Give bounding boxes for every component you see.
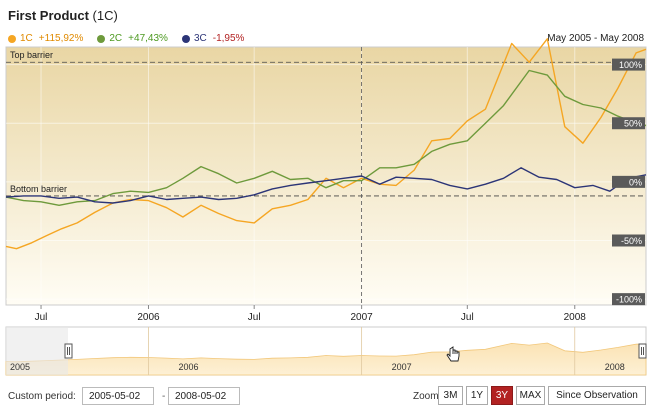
series-lines bbox=[5, 38, 647, 250]
chart-title: First Product (1C) bbox=[8, 8, 118, 23]
product-code: (1C) bbox=[92, 8, 118, 23]
x-axis-labels: Jul 2006 Jul 2007 Jul 2008 bbox=[35, 305, 587, 323]
svg-text:0%: 0% bbox=[629, 177, 642, 187]
main-chart[interactable]: Top barrier Bottom barrier 100% 50% 0% -50%… bbox=[0, 0, 654, 380]
legend-name-1c: 1C bbox=[20, 33, 33, 44]
svg-text:-100%: -100% bbox=[616, 295, 642, 305]
y-axis-labels: 100% 50% 0% -50% -100% bbox=[612, 58, 645, 306]
x-tick-label: Jul bbox=[461, 312, 474, 323]
y-tick-label: -100% bbox=[612, 293, 645, 306]
navigator-labels: 2005 2006 2007 2008 bbox=[10, 327, 625, 375]
legend-item-1c[interactable]: 1C +115,92% bbox=[8, 33, 83, 44]
svg-text:50%: 50% bbox=[624, 119, 642, 129]
zoom-3y-button[interactable]: 3Y bbox=[491, 386, 513, 405]
legend-name-2c: 2C bbox=[109, 33, 123, 44]
barriers: Top barrier Bottom barrier bbox=[6, 50, 646, 197]
zoom-label: Zoom: bbox=[413, 391, 442, 402]
legend-value-2c: +47,43% bbox=[128, 33, 168, 44]
hand-cursor-icon bbox=[446, 346, 460, 362]
svg-text:100%: 100% bbox=[619, 60, 642, 70]
x-tick-label: Jul bbox=[35, 312, 48, 323]
x-tick-label: 2006 bbox=[137, 312, 160, 323]
navigator-year-label: 2005 bbox=[10, 362, 30, 372]
zoom-1y-button[interactable]: 1Y bbox=[466, 386, 488, 405]
top-barrier-label: Top barrier bbox=[10, 50, 53, 60]
navigator-selection-shade bbox=[6, 327, 68, 375]
navigator-area bbox=[5, 342, 647, 376]
to-date-input[interactable]: 2008-05-02 bbox=[168, 387, 240, 405]
legend-value-3c: -1,95% bbox=[212, 33, 245, 44]
navigator[interactable]: 2005 2006 2007 2008 bbox=[5, 326, 647, 376]
legend: 1C +115,92% 2C +47,43% 3C -1,95% bbox=[8, 33, 244, 44]
series-line-2c bbox=[5, 69, 647, 206]
plot-background bbox=[5, 46, 647, 306]
legend-dot-1c bbox=[8, 34, 16, 43]
grid bbox=[6, 47, 646, 305]
zoom-since-observation-button[interactable]: Since Observation bbox=[548, 386, 646, 405]
navigator-year-label: 2008 bbox=[605, 362, 625, 372]
legend-dot-2c bbox=[97, 34, 106, 43]
bottom-barrier-label: Bottom barrier bbox=[10, 184, 67, 194]
navigator-right-handle[interactable] bbox=[638, 343, 647, 359]
y-tick-label: 100% bbox=[612, 58, 645, 71]
navigator-year-label: 2007 bbox=[392, 362, 412, 372]
navigator-left-handle[interactable] bbox=[64, 343, 73, 359]
navigator-year-label: 2006 bbox=[178, 362, 198, 372]
legend-item-3c[interactable]: 3C -1,95% bbox=[181, 33, 245, 44]
zoom-3m-button[interactable]: 3M bbox=[438, 386, 463, 405]
controls-bar: Custom period: 2005-05-02 - 2008-05-02 Z… bbox=[8, 386, 648, 408]
period-label: May 2005 - May 2008 bbox=[547, 33, 644, 44]
y-tick-label: 50% bbox=[612, 117, 645, 130]
x-tick-label: 2008 bbox=[564, 312, 587, 323]
custom-period-label: Custom period: bbox=[8, 391, 76, 402]
legend-name-3c: 3C bbox=[193, 33, 207, 44]
zoom-max-button[interactable]: MAX bbox=[516, 386, 545, 405]
date-separator: - bbox=[162, 391, 166, 402]
legend-item-2c[interactable]: 2C +47,43% bbox=[97, 33, 168, 44]
series-line-3c bbox=[5, 167, 647, 204]
from-date-input[interactable]: 2005-05-02 bbox=[82, 387, 154, 405]
series-line-1c bbox=[5, 38, 647, 250]
svg-text:-50%: -50% bbox=[621, 236, 642, 246]
y-tick-label: 0% bbox=[612, 175, 645, 188]
legend-dot-3c bbox=[181, 34, 190, 43]
legend-value-1c: +115,92% bbox=[38, 33, 84, 44]
x-tick-label: 2007 bbox=[350, 312, 373, 323]
y-tick-label: -50% bbox=[612, 234, 645, 247]
product-name: First Product bbox=[8, 8, 89, 23]
x-tick-label: Jul bbox=[248, 312, 261, 323]
